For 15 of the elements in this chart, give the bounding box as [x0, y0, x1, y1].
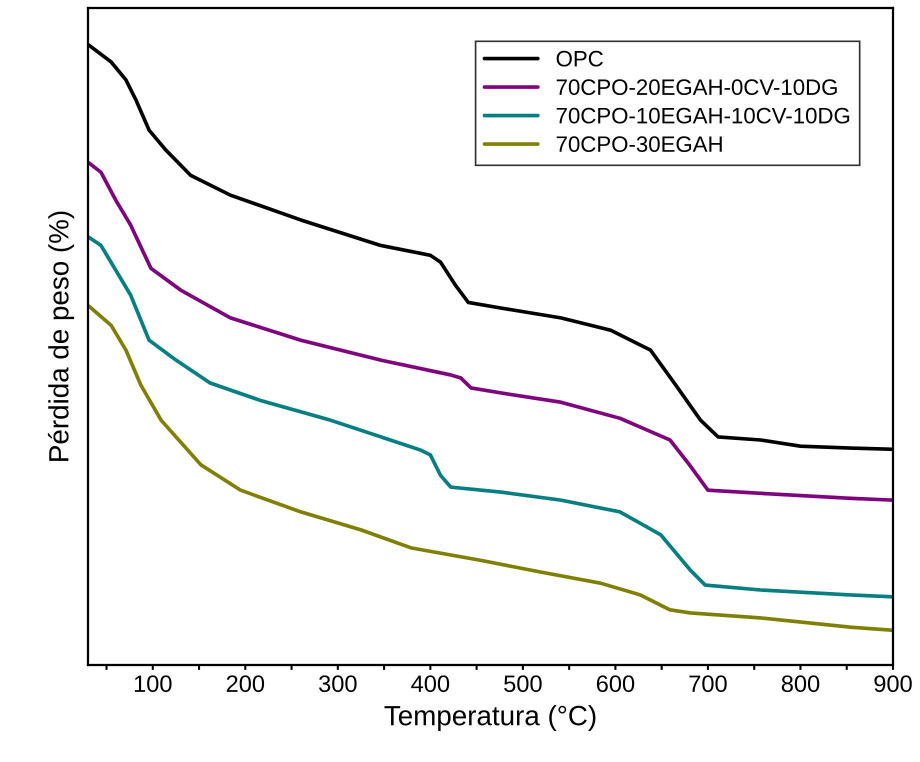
y-axis-title: Pérdida de peso (%): [48, 212, 74, 461]
legend-label: 70CPO-30EGAH: [556, 136, 722, 152]
x-tick-label: 100: [134, 675, 172, 692]
legend-label: 70CPO-10EGAH-10CV-10DG: [556, 108, 850, 124]
x-tick-label: 800: [782, 675, 820, 692]
legend-label: 70CPO-20EGAH-0CV-10DG: [556, 79, 837, 96]
x-tick-label: 900: [874, 675, 912, 692]
legend-label: OPC: [556, 50, 603, 67]
x-tick-label: 400: [411, 675, 450, 692]
x-axis-title: Temperatura (°C): [384, 705, 596, 731]
x-tick-label: 200: [226, 675, 264, 692]
x-tick-label: 600: [596, 675, 634, 692]
x-tick-label: 300: [319, 675, 357, 692]
x-tick-label: 500: [504, 675, 542, 692]
x-tick-label: 700: [689, 675, 727, 692]
